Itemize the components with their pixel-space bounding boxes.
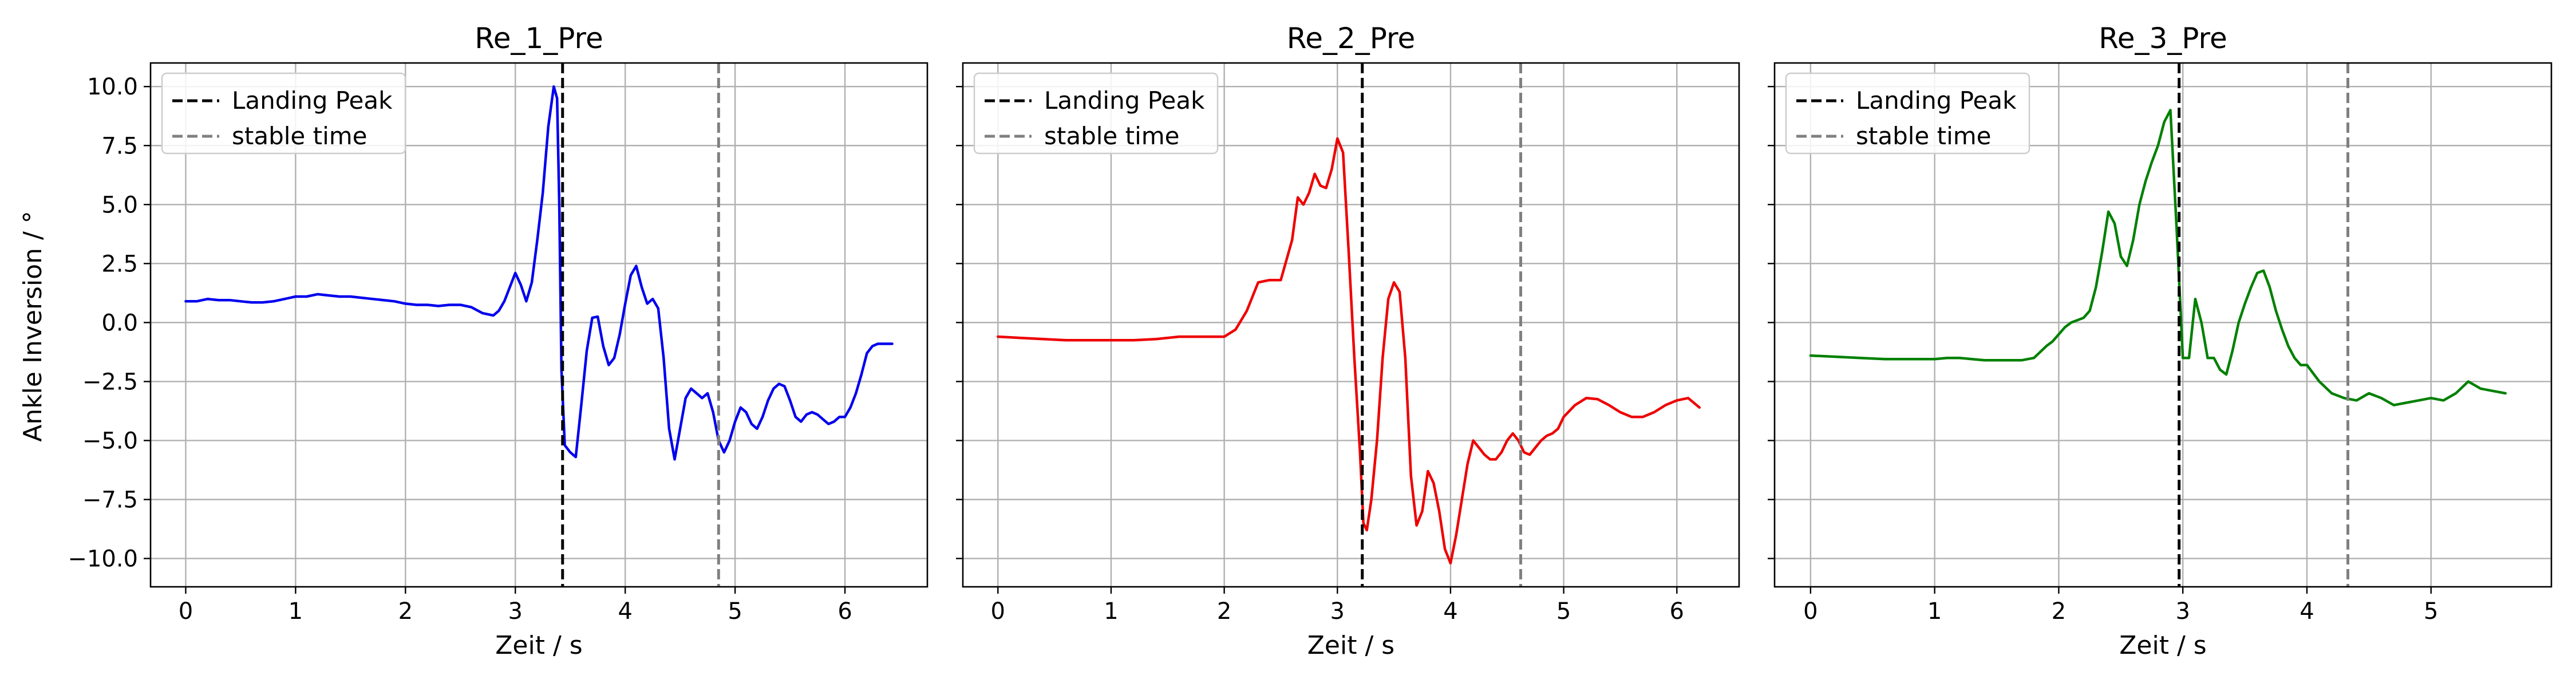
legend-label-1: Landing Peak: [1856, 86, 2017, 114]
x-tick-label: 5: [2424, 598, 2438, 625]
x-tick-label: 3: [1330, 598, 1345, 625]
y-tick-label: 0.0: [101, 310, 138, 336]
legend-label-2: stable time: [232, 122, 368, 150]
plot-area: [184, 63, 894, 587]
x-axis-label: Zeit / s: [495, 631, 582, 660]
x-tick-label: 2: [2052, 598, 2066, 625]
x-tick-label: 2: [1217, 598, 1231, 625]
panel-title: Re_1_Pre: [475, 22, 603, 55]
axes-frame: [962, 62, 1740, 588]
legend-box: [161, 72, 406, 155]
x-tick-label: 4: [1443, 598, 1457, 625]
legend-label-1: Landing Peak: [232, 86, 393, 114]
data-series-line-1: [184, 85, 894, 461]
x-tick-label: 1: [289, 598, 303, 625]
chart-panel-2: 0 1 2 3 4 5 6 Re_2_Pre Zeit / s Landing Peak stabl…: [956, 22, 1740, 660]
chart-panels: 0 1 2 3 4 5 6 −10.0 −7.5 −5.0 −2.5 0.0 2.5 5.0 7.5 10.0…: [68, 22, 2553, 660]
legend: Landing Peak stable time: [1785, 72, 2030, 155]
data-series-line-1: [1809, 109, 2507, 406]
y-tick-label: −5.0: [82, 428, 138, 454]
data-series-line-1: [997, 137, 1701, 565]
x-tick-label: 2: [398, 598, 413, 625]
x-tick-label: 0: [179, 598, 193, 625]
y-tick-label: 10.0: [87, 74, 138, 100]
x-tick-label: 1: [1927, 598, 1942, 625]
legend-box: [1785, 72, 2030, 155]
x-tick-label: 1: [1104, 598, 1118, 625]
axes-frame: [149, 62, 929, 588]
x-tick-label: 3: [2175, 598, 2190, 625]
shared-y-axis-label: Ankle Inversion / °: [18, 211, 48, 442]
legend-box: [973, 72, 1219, 155]
panel-title: Re_3_Pre: [2099, 22, 2227, 55]
plot-area: [1809, 63, 2507, 587]
x-tick-label: 0: [991, 598, 1005, 625]
axes-frame: [1773, 62, 2553, 588]
legend-label-2: stable time: [1044, 122, 1180, 150]
y-tick-label: 7.5: [101, 133, 138, 159]
chart-panel-1: 0 1 2 3 4 5 6 −10.0 −7.5 −5.0 −2.5 0.0 2.5 5.0 7.5 10.0…: [68, 22, 929, 660]
y-tick-label: −2.5: [82, 369, 138, 395]
legend-label-2: stable time: [1856, 122, 1992, 150]
plot-area: [997, 63, 1701, 587]
y-tick-label: −10.0: [68, 546, 138, 572]
x-tick-label: 6: [837, 598, 852, 625]
x-axis-label: Zeit / s: [2119, 631, 2206, 660]
x-tick-label: 6: [1670, 598, 1684, 625]
y-tick-label: 2.5: [101, 251, 138, 277]
x-axis-label: Zeit / s: [1307, 631, 1394, 660]
x-tick-label: 5: [1556, 598, 1571, 625]
y-tick-label: −7.5: [82, 487, 138, 514]
legend-label-1: Landing Peak: [1044, 86, 1205, 114]
legend: Landing Peak stable time: [973, 72, 1219, 155]
x-tick-label: 4: [618, 598, 632, 625]
legend: Landing Peak stable time: [161, 72, 406, 155]
x-tick-label: 4: [2300, 598, 2314, 625]
x-tick-label: 3: [508, 598, 523, 625]
x-tick-label: 5: [728, 598, 742, 625]
y-tick-label: 5.0: [101, 192, 138, 218]
chart-panel-3: 0 1 2 3 4 5 Re_3_Pre Zeit / s Landing Peak stable…: [1768, 22, 2553, 660]
panel-title: Re_2_Pre: [1287, 22, 1416, 55]
x-tick-label: 0: [1803, 598, 1818, 625]
